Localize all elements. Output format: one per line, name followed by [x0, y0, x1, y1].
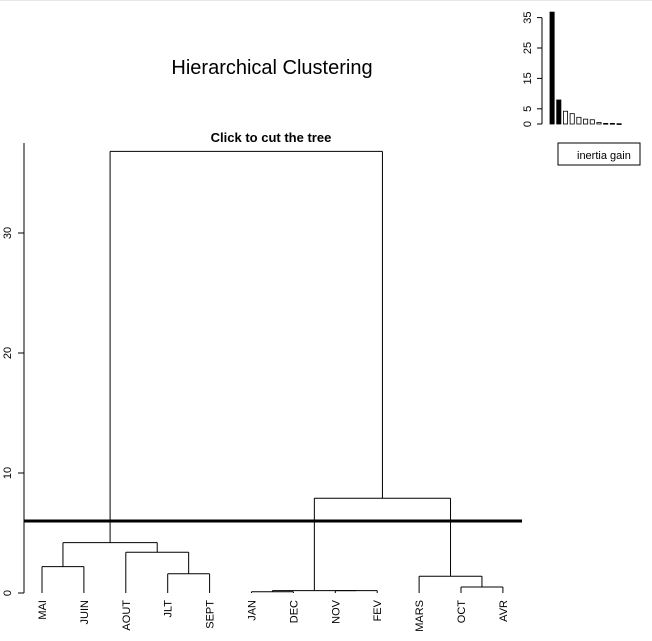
leaf-label-sept: SEPT	[205, 600, 217, 629]
bar-y-axis-tick-label: 5	[522, 106, 534, 112]
leaf-label-mars: MARS	[414, 600, 426, 632]
legend-frame	[557, 142, 641, 166]
leaf-label-nov: NOV	[330, 599, 342, 624]
leaf-label-jlt: JLT	[163, 600, 175, 618]
bar-y-axis-tick-label: 25	[522, 42, 534, 54]
leaf-label-aout: AOUT	[121, 600, 133, 631]
bar-y-axis-tick-label: 15	[522, 72, 534, 84]
inertia-gain-bar	[576, 116, 582, 125]
leaf-label-oct: OCT	[456, 600, 468, 624]
inertia-gain-barplot: 0 5 15 25 35	[522, 11, 622, 127]
y-axis-tick-label: 0	[2, 590, 14, 596]
legend-label-inertia-gain: inertia gain	[577, 150, 631, 162]
inertia-gain-bar	[583, 118, 589, 125]
inertia-gain-bar	[569, 113, 575, 125]
inertia-gain-bar	[596, 122, 602, 125]
leaf-label-jan: JAN	[247, 600, 259, 621]
leaf-label-mai: MAI	[37, 600, 49, 620]
main-title: Hierarchical Clustering	[171, 57, 372, 79]
legend-box: inertia gain	[557, 142, 641, 166]
bar-y-axis-tick-label: 35	[522, 11, 534, 23]
inertia-gain-bar	[589, 119, 595, 125]
inertia-gain-bar	[556, 99, 562, 125]
inertia-gain-bar	[609, 122, 615, 125]
plot-subtitle: Click to cut the tree	[211, 130, 332, 145]
dendrogram-plot[interactable]: 0 10 20 30 MAI JUIN AOUT JLT SEPT JAN DEC NOV FEV MAR…	[2, 143, 522, 632]
y-axis-tick-label: 30	[2, 227, 14, 239]
leaf-label-fev: FEV	[372, 599, 384, 621]
leaf-label-juin: JUIN	[79, 600, 91, 625]
leaf-label-avr: AVR	[498, 600, 510, 622]
inertia-gain-bar	[603, 122, 609, 125]
bar-y-axis-tick-label: 0	[522, 121, 534, 127]
y-axis-tick-label: 10	[2, 467, 14, 479]
inertia-gain-bar	[563, 110, 569, 125]
y-axis-tick-label: 20	[2, 347, 14, 359]
top-border	[0, 0, 652, 1]
leaf-label-dec: DEC	[288, 600, 300, 623]
inertia-gain-bar	[616, 123, 622, 125]
inertia-gain-bar	[549, 11, 555, 125]
